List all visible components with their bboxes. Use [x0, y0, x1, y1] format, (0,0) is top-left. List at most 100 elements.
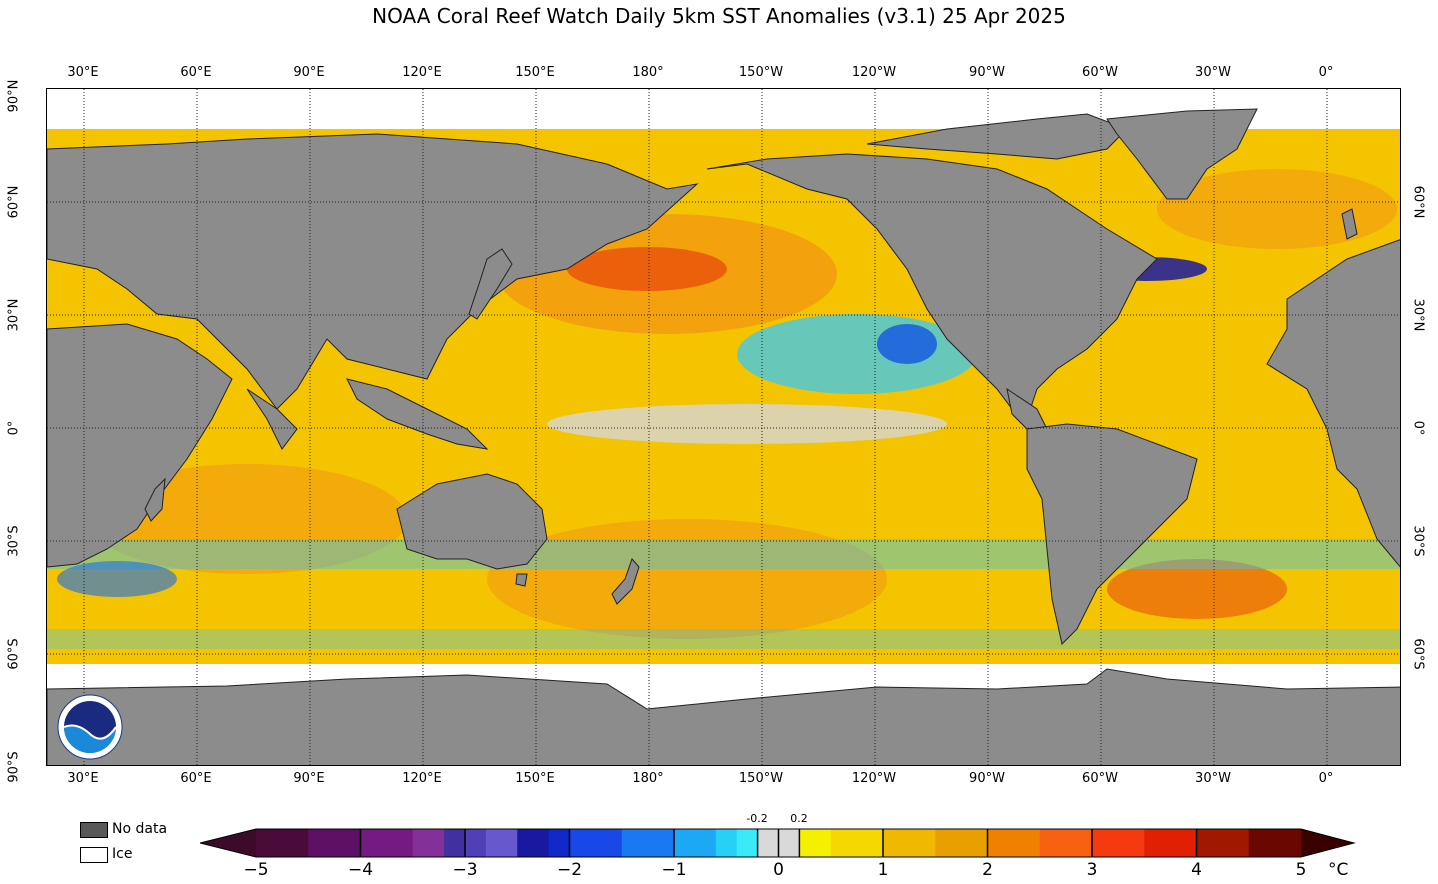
cool-anomaly-southern-ocean-band-2	[47, 629, 1400, 649]
noaa-logo	[57, 694, 123, 760]
sst-anomaly-map	[46, 88, 1401, 766]
lat-tick-left-5: 60°S	[6, 638, 22, 670]
japan	[468, 248, 513, 320]
lon-tick-top-4: 150°E	[515, 65, 555, 80]
colorbar-bin-4	[444, 829, 466, 857]
land-masses	[47, 108, 1400, 765]
colorbar-bin-23	[1196, 829, 1250, 857]
colorbar-bin-24	[1248, 829, 1302, 857]
antarctica	[47, 668, 1400, 765]
colorbar-bin-17	[883, 829, 936, 857]
colorbar-bin-16	[830, 829, 884, 857]
map-title: NOAA Coral Reef Watch Daily 5km SST Anom…	[372, 4, 1066, 28]
colorbar-bin-18	[935, 829, 988, 857]
tasmania	[515, 573, 528, 587]
warm-anomaly-south-atlantic	[1107, 559, 1287, 619]
cold-anomaly-east-pacific	[877, 324, 937, 364]
colorbar-bin-1	[308, 829, 361, 857]
lon-tick-top-5: 180°	[632, 65, 664, 80]
north-america	[706, 153, 1158, 420]
lon-tick-bottom-11: 0°	[1318, 771, 1334, 786]
lon-tick-top-2: 90°E	[293, 65, 325, 80]
hot-anomaly-north-pacific	[567, 247, 727, 291]
colorbar-extend-min	[200, 829, 256, 857]
cool-anomaly-agulhas	[57, 561, 177, 597]
new-zealand	[611, 558, 640, 605]
colorbar	[200, 828, 1356, 858]
colorbar-tick-9: 4	[1191, 860, 1202, 880]
colorbar-bin-5	[465, 829, 487, 857]
lat-tick-right-1: 30°N	[1410, 298, 1426, 332]
lon-tick-bottom-2: 90°E	[293, 771, 325, 786]
colorbar-bin-9	[569, 829, 623, 857]
colorbar-bin-19	[987, 829, 1041, 857]
colorbar-small-tick-neg: -0.2	[746, 812, 768, 825]
colorbar-extend-max	[1301, 829, 1354, 857]
colorbar-bin-22	[1144, 829, 1197, 857]
colorbar-bin-15	[799, 829, 832, 857]
australia	[396, 473, 548, 570]
lat-tick-right-2: 0°	[1410, 420, 1426, 436]
lon-tick-bottom-6: 150°W	[738, 771, 784, 786]
map-canvas	[47, 89, 1400, 765]
nodata-label: No data	[112, 821, 168, 837]
lon-tick-bottom-3: 120°E	[402, 771, 442, 786]
lon-tick-top-10: 30°W	[1195, 65, 1231, 80]
colorbar-tick-4: −1	[661, 860, 687, 880]
colorbar-bin-0	[256, 829, 309, 857]
lon-tick-bottom-10: 30°W	[1195, 771, 1231, 786]
west-africa-europe	[1266, 239, 1400, 568]
lat-tick-left-0: 90°N	[6, 79, 22, 113]
lat-tick-left-1: 60°N	[6, 185, 22, 219]
colorbar-outline	[200, 828, 1356, 858]
british-isles	[1341, 208, 1358, 240]
lon-tick-top-6: 150°W	[738, 65, 784, 80]
ice-label: Ice	[112, 846, 133, 862]
lon-tick-bottom-0: 30°E	[67, 771, 99, 786]
lat-tick-right-4: 60°S	[1410, 638, 1426, 670]
greenland	[1106, 108, 1258, 200]
colorbar-bin-21	[1092, 829, 1145, 857]
canadian-arctic	[866, 113, 1128, 160]
colorbar-tick-3: −2	[556, 860, 583, 880]
ice-swatch	[80, 847, 108, 863]
neutral-anomaly-equatorial-pacific	[547, 404, 947, 444]
lon-tick-bottom-9: 60°W	[1082, 771, 1118, 786]
colorbar-tick-1: −4	[347, 860, 374, 880]
lat-tick-right-0: 60°N	[1410, 185, 1426, 219]
lat-tick-left-6: 90°S	[6, 751, 22, 783]
lon-tick-bottom-7: 120°W	[851, 771, 897, 786]
warm-anomaly-north-atlantic	[1157, 169, 1397, 249]
warm-anomaly-south-pacific	[487, 519, 887, 639]
madagascar	[144, 477, 166, 522]
colorbar-bin-13	[736, 829, 759, 857]
colorbar-unit: °C	[1328, 860, 1349, 880]
lon-tick-bottom-1: 60°E	[180, 771, 212, 786]
lon-tick-top-7: 120°W	[851, 65, 897, 80]
colorbar-bin-20	[1039, 829, 1093, 857]
colorbar-tick-2: −3	[452, 860, 478, 880]
lat-tick-left-3: 0°	[6, 420, 22, 436]
lat-tick-left-4: 30°S	[6, 525, 22, 557]
colorbar-bin-2	[360, 829, 414, 857]
colorbar-bin-6	[485, 829, 518, 857]
lat-tick-left-2: 30°N	[6, 298, 22, 332]
south-america	[1026, 423, 1198, 645]
lon-tick-bottom-5: 180°	[632, 771, 664, 786]
lon-tick-top-8: 90°W	[969, 65, 1005, 80]
lon-tick-top-11: 0°	[1318, 65, 1334, 80]
colorbar-tick-0: −5	[243, 860, 269, 880]
africa	[47, 323, 233, 568]
indonesia	[346, 378, 489, 450]
colorbar-tick-10: 5	[1295, 860, 1307, 880]
warm-anomaly-indian-ocean	[87, 464, 407, 574]
colorbar-bin-8	[548, 829, 570, 857]
colorbar-bin-12	[715, 829, 738, 857]
lon-tick-top-9: 60°W	[1082, 65, 1118, 80]
colorbar-bin-3	[412, 829, 445, 857]
colorbar-bin-10	[621, 829, 675, 857]
colorbar-tick-8: 3	[1086, 860, 1098, 880]
lon-tick-top-0: 30°E	[67, 65, 99, 80]
colorbar-tick-6: 1	[877, 860, 889, 880]
lon-tick-top-3: 120°E	[402, 65, 442, 80]
